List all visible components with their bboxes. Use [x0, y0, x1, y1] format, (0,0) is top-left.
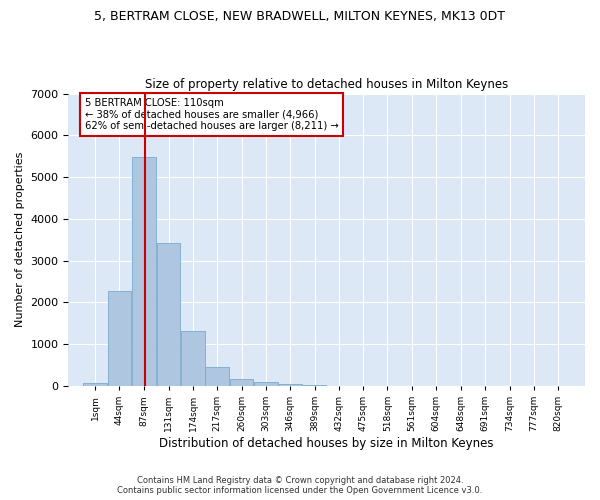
Bar	[254, 382, 278, 386]
Bar	[157, 242, 181, 386]
Bar	[181, 332, 205, 386]
X-axis label: Distribution of detached houses by size in Milton Keynes: Distribution of detached houses by size …	[160, 437, 494, 450]
Y-axis label: Number of detached properties: Number of detached properties	[15, 152, 25, 328]
Bar	[205, 367, 229, 386]
Text: 5 BERTRAM CLOSE: 110sqm
← 38% of detached houses are smaller (4,966)
62% of semi: 5 BERTRAM CLOSE: 110sqm ← 38% of detache…	[85, 98, 338, 131]
Bar	[303, 385, 326, 386]
Title: Size of property relative to detached houses in Milton Keynes: Size of property relative to detached ho…	[145, 78, 508, 91]
Bar	[83, 382, 107, 386]
Bar	[278, 384, 302, 386]
Bar	[107, 291, 131, 386]
Bar	[230, 380, 253, 386]
Text: 5, BERTRAM CLOSE, NEW BRADWELL, MILTON KEYNES, MK13 0DT: 5, BERTRAM CLOSE, NEW BRADWELL, MILTON K…	[95, 10, 505, 23]
Text: Contains HM Land Registry data © Crown copyright and database right 2024.
Contai: Contains HM Land Registry data © Crown c…	[118, 476, 482, 495]
Bar	[132, 158, 155, 386]
